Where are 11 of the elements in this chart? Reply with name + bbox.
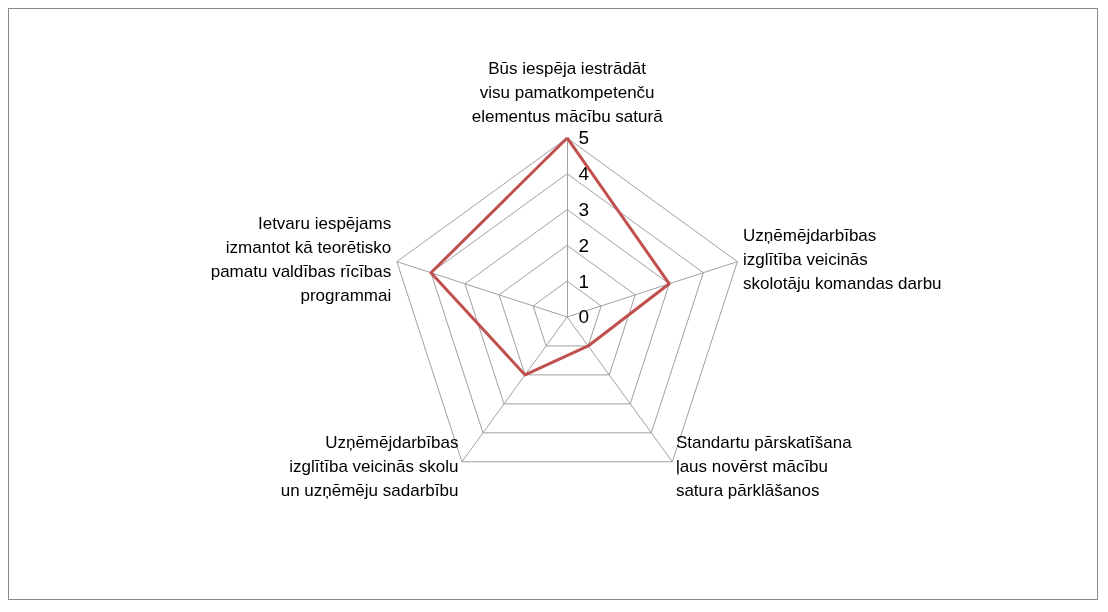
spoke-label: Uzņēmējdarbības izglītība veicinās skolotāju komandas darbu [743, 226, 942, 294]
spoke-label: Būs iespēja iestrādāt visu pamatkompetenču elementus mācību saturā [471, 59, 664, 127]
spoke-label: Standartu pārskatīšana ļaus novērst mācību satura pārklāšanos [675, 433, 853, 501]
y-tick-label: 5 [578, 127, 590, 149]
y-tick-label: 1 [578, 270, 590, 292]
y-tick-label: 4 [578, 163, 590, 185]
y-tick-label: 2 [578, 234, 590, 256]
spoke-label: Uzņēmējdarbības izglītība veicinās skolu un uzņēmēju sadarbību [280, 433, 459, 501]
spoke-label: Ietvaru iespējams izmantot kā teorētisko pamatu valdības rīcības programmai [210, 214, 392, 306]
y-tick-label: 3 [578, 199, 590, 221]
y-tick-label: 0 [578, 306, 590, 328]
